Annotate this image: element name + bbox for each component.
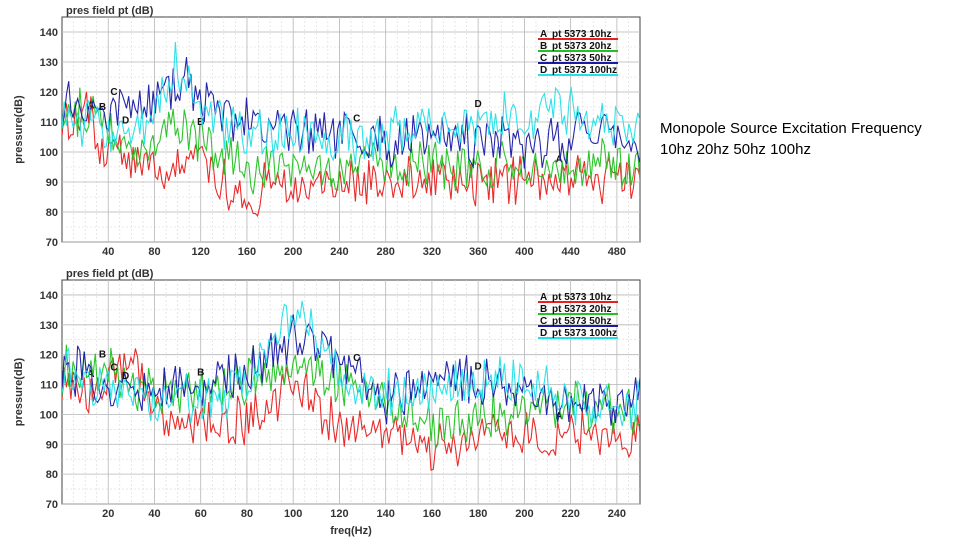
- series-marker-B: B: [99, 350, 106, 361]
- y-tick-label: 90: [46, 177, 58, 189]
- series-marker-D: D: [475, 362, 482, 373]
- legend-label-C: pt 5373 50hz: [552, 53, 611, 64]
- x-tick-label: 80: [148, 246, 160, 258]
- legend-marker-C: C: [540, 53, 547, 64]
- series-line-A: [62, 348, 640, 471]
- y-tick-label: 100: [40, 409, 58, 421]
- x-tick-label: 320: [423, 246, 441, 258]
- legend-label-C: pt 5373 50hz: [552, 316, 611, 327]
- x-tick-label: 60: [195, 508, 207, 520]
- x-tick-label: 80: [241, 508, 253, 520]
- side-note-line-1: Monopole Source Excitation Frequency: [660, 120, 922, 137]
- x-tick-label: 240: [608, 508, 626, 520]
- x-tick-label: 220: [561, 508, 579, 520]
- series-line-B: [62, 344, 640, 451]
- chart-1: 40 80 120 160 200 240 280 320 360 400 440 480 70 80 90…: [13, 5, 641, 258]
- legend-marker-D: D: [540, 328, 547, 339]
- series-marker-D: D: [122, 116, 129, 127]
- y-tick-label: 140: [40, 290, 58, 302]
- y-tick-label: 140: [40, 27, 58, 39]
- legend-marker-A: A: [540, 29, 547, 40]
- y-tick-label: 130: [40, 320, 58, 332]
- series-marker-A: A: [87, 369, 94, 380]
- legend-label-B: pt 5373 20hz: [552, 304, 611, 315]
- legend-label-A: pt 5373 10hz: [552, 29, 611, 40]
- chart-title: pres field pt (dB): [66, 268, 154, 280]
- x-tick-label: 280: [377, 246, 395, 258]
- y-tick-label: 80: [46, 469, 58, 481]
- series-marker-D: D: [475, 99, 482, 110]
- x-tick-label: 140: [377, 508, 395, 520]
- y-axis-label: pressure(dB): [13, 357, 25, 426]
- legend-label-A: pt 5373 10hz: [552, 292, 611, 303]
- x-tick-label: 120: [330, 508, 348, 520]
- y-tick-label: 110: [40, 117, 58, 129]
- chart-2: 20 40 60 80 100 120 140 160 180 200 220 240 70 80 90 10…: [13, 268, 641, 537]
- x-tick-label: 440: [561, 246, 579, 258]
- y-tick-label: 70: [46, 237, 58, 249]
- side-note: Monopole Source Excitation Frequency 10h…: [660, 118, 960, 160]
- x-tick-label: 40: [102, 246, 114, 258]
- y-tick-label: 120: [40, 350, 58, 362]
- x-tick-label: 100: [284, 508, 302, 520]
- series-line-D: [62, 41, 640, 165]
- x-tick-label: 360: [469, 246, 487, 258]
- chart-title: pres field pt (dB): [66, 5, 154, 17]
- x-tick-label: 480: [608, 246, 626, 258]
- series-marker-B: B: [197, 117, 204, 128]
- y-tick-label: 110: [40, 380, 58, 392]
- y-tick-label: 80: [46, 207, 58, 219]
- series-marker-C: C: [353, 113, 360, 124]
- legend-label-D: pt 5373 100hz: [552, 328, 617, 339]
- y-tick-label: 90: [46, 439, 58, 451]
- legend-marker-B: B: [540, 41, 547, 52]
- y-tick-label: 120: [40, 87, 58, 99]
- series-line-D: [62, 300, 640, 429]
- x-tick-label: 40: [148, 508, 160, 520]
- series-marker-C: C: [110, 362, 117, 373]
- x-tick-label: 200: [284, 246, 302, 258]
- series-marker-A: A: [555, 155, 562, 166]
- y-axis-label: pressure(dB): [13, 95, 25, 164]
- x-tick-label: 240: [330, 246, 348, 258]
- y-tick-label: 70: [46, 499, 58, 511]
- legend-marker-D: D: [540, 65, 547, 76]
- legend-marker-C: C: [540, 316, 547, 327]
- x-tick-label: 180: [469, 508, 487, 520]
- x-tick-label: 160: [423, 508, 441, 520]
- side-note-line-2: 10hz 20hz 50hz 100hz: [660, 141, 811, 158]
- series-marker-C: C: [353, 353, 360, 364]
- y-tick-label: 100: [40, 147, 58, 159]
- x-tick-label: 160: [238, 246, 256, 258]
- x-tick-label: 120: [192, 246, 210, 258]
- series-marker-D: D: [122, 371, 129, 382]
- x-tick-label: 20: [102, 508, 114, 520]
- x-axis-label: freq(Hz): [330, 525, 372, 537]
- y-tick-label: 130: [40, 57, 58, 69]
- legend-marker-B: B: [540, 304, 547, 315]
- series-marker-C: C: [110, 87, 117, 98]
- legend-label-D: pt 5373 100hz: [552, 65, 617, 76]
- legend-marker-A: A: [540, 292, 547, 303]
- x-tick-label: 200: [515, 508, 533, 520]
- series-line-A: [62, 91, 640, 218]
- series-marker-B: B: [197, 368, 204, 379]
- series-line-B: [62, 87, 640, 195]
- legend-label-B: pt 5373 20hz: [552, 41, 611, 52]
- x-tick-label: 400: [515, 246, 533, 258]
- series-marker-A: A: [87, 101, 94, 112]
